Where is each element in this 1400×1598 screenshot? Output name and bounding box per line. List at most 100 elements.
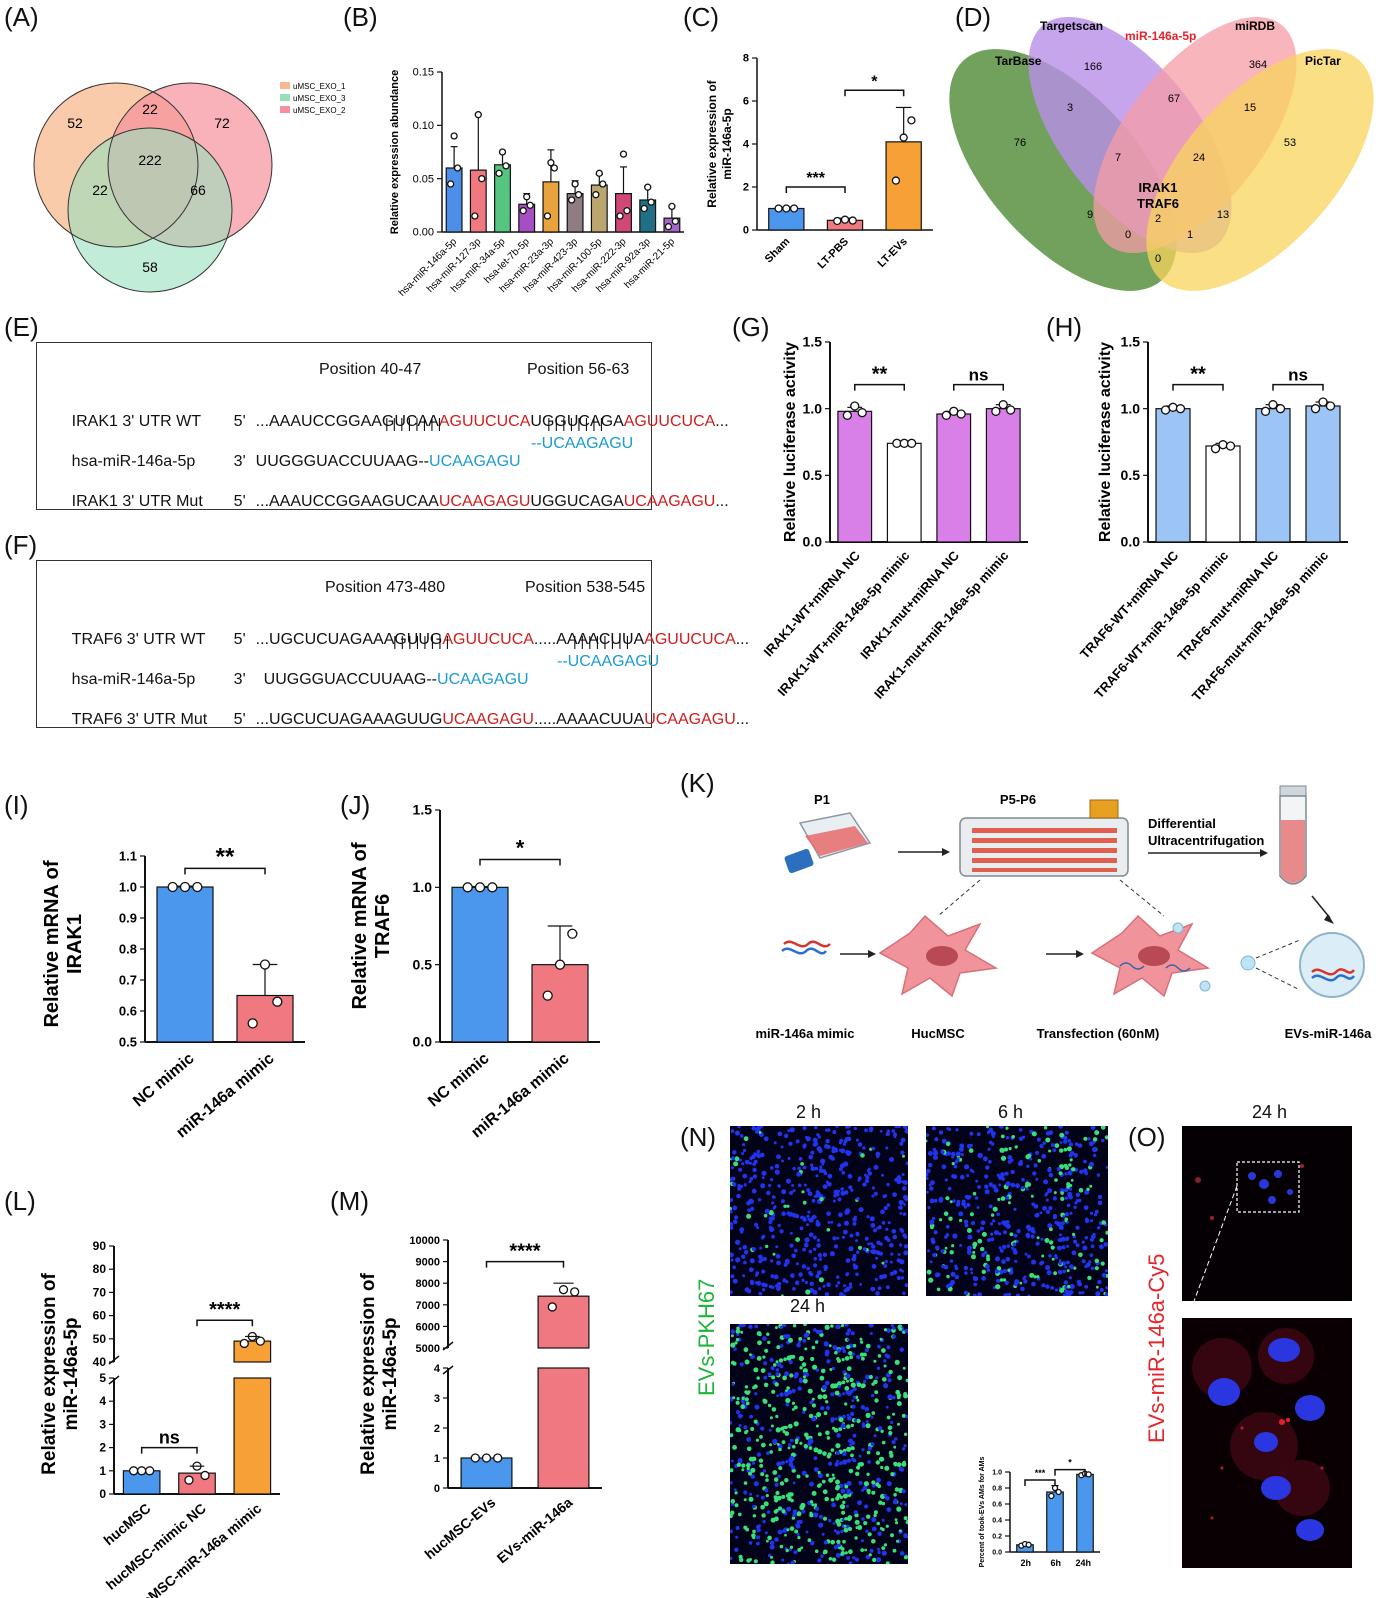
x-tick-label: miR-146a mimic — [468, 1050, 572, 1141]
sig-label: ns — [969, 366, 989, 385]
seq-site2: UCAAGAGU — [623, 493, 716, 510]
data-point — [1275, 404, 1286, 414]
seq-post: ... — [715, 493, 729, 510]
data-point — [907, 438, 917, 448]
panel-label: (A) — [4, 2, 39, 32]
seq-site1: UCAAGAGU — [429, 453, 521, 470]
venn4-numbers: 76 166 364 53 3 67 15 7 24 9 13 0 1 0 2 — [1014, 59, 1296, 265]
sig-bracket — [140, 1446, 198, 1454]
y-tick-label: 6000 — [416, 1321, 440, 1333]
y-tick-label: 3 — [434, 1393, 440, 1405]
center-gene-1: IRAK1 — [1138, 180, 1177, 195]
panel-n: (N) 2 h 6 h 24 h EVs-PKH67 — [680, 1100, 1130, 1570]
panel-k: (K) P1 P5-P6 Differential Ultracentrifug… — [680, 768, 1400, 1088]
seq-pre: ...UGCUCUAGAAAGUUG — [255, 711, 443, 728]
x-tick-label: TRAF6-mut+miRNA NC — [1174, 548, 1281, 665]
data-point — [247, 1331, 257, 1342]
seq-row-mirna: hsa-miR-146a-5p 3' UUGGGUACCUUAAG--UCAAGAG… — [45, 435, 521, 489]
ev-vesicle-icon — [1299, 932, 1365, 998]
cell-factory-icon — [959, 799, 1129, 877]
seq-site1: AGUUCUCA — [438, 413, 531, 430]
bar — [233, 1377, 272, 1495]
db-label-tarbase: TarBase — [995, 54, 1042, 68]
seq-name: TRAF6 3' UTR WT — [71, 631, 206, 648]
data-point — [200, 1470, 210, 1481]
y-tick-label: 3 — [99, 1417, 106, 1431]
panel-label: (O) — [1128, 1122, 1166, 1152]
seq-site1: UCAAGAGU — [437, 671, 529, 688]
bar — [1155, 408, 1191, 543]
y-tick-label: 1.1 — [119, 848, 137, 863]
centrifuge-tube-icon — [1279, 785, 1307, 885]
data-point — [272, 996, 283, 1007]
panel-label-h: (H) — [1046, 312, 1083, 342]
x-tick-label: TRAF6-mut+miR-146a-5p mimic — [1189, 548, 1331, 704]
time-label-24h: 24 h — [790, 1296, 826, 1316]
venn-r23: 66 — [190, 182, 206, 198]
seq-end: 3' — [233, 671, 246, 688]
x-tick-label: NC mimic — [425, 1050, 493, 1111]
y-tick-label: 2 — [434, 1423, 440, 1435]
sig-label: ns — [159, 1428, 180, 1448]
micrograph-24h — [730, 1324, 908, 1564]
bar — [460, 1457, 513, 1489]
stain-label: EVs-miR-146a-Cy5 — [1144, 1253, 1169, 1444]
venn4-count: 3 — [1067, 102, 1073, 114]
bar — [236, 994, 294, 1043]
data-point — [899, 438, 909, 448]
sig-bracket — [479, 858, 561, 866]
data-point — [1318, 397, 1328, 407]
y-tick-label: 0.0 — [413, 1034, 433, 1050]
bar — [531, 964, 589, 1043]
panel-f: (F) Position 473-480 Position 538-545 TR… — [0, 530, 749, 730]
axis-label: TRAF6 — [372, 894, 394, 958]
y-tick-label: 1.5 — [1121, 334, 1141, 350]
data-point — [259, 959, 271, 970]
venn4-count: 24 — [1193, 152, 1205, 164]
y-tick-label: 1.5 — [413, 802, 433, 818]
seq-end: 3' — [233, 453, 246, 470]
venn-diagram-3: 52 72 58 22 222 22 66 uMSC_EXO_1 uMSC_EX… — [33, 82, 346, 293]
pairing-bars: | | | | | | | | — [573, 633, 630, 649]
sig-bracket — [485, 1260, 565, 1268]
bar — [156, 886, 214, 1043]
legend-item: uMSC_EXO_2 — [293, 106, 346, 115]
x-tick-label: hucMSC-EVs — [421, 1494, 498, 1562]
data-point — [1268, 400, 1278, 410]
y-tick-label: 0.5 — [413, 956, 433, 972]
position-label: Position 56-63 — [527, 361, 630, 378]
seq-pre: ...AAAUCCGGAAGUCAA — [255, 493, 439, 510]
sig-label: **** — [509, 1241, 540, 1263]
panel-label: (N) — [680, 1122, 717, 1152]
time-label-2h: 2 h — [796, 1102, 822, 1122]
venn4-count: 2 — [1155, 213, 1161, 225]
y-tick-label: 5 — [99, 1371, 106, 1385]
caption-evs: EVs-miR-146a — [1285, 1026, 1372, 1041]
x-tick-label: hucMSC-miR-146a mimic — [126, 1500, 265, 1598]
venn-only3: 58 — [142, 259, 158, 275]
bar — [936, 413, 972, 543]
db-label-mirna: miR-146a-5p — [1125, 29, 1196, 43]
x-tick-label: IRAK1-mut+miR-146a-5p mimic — [871, 548, 1011, 702]
venn-only1: 52 — [67, 115, 83, 131]
x-tick-label: hucMSC — [100, 1500, 153, 1548]
data-point — [570, 1287, 580, 1297]
panel-label-m: (M) — [330, 1186, 369, 1216]
position-label: Position 538-545 — [525, 579, 646, 596]
caption-mimic: miR-146a mimic — [756, 1026, 855, 1041]
pairing-bars: | | | | | | | | — [393, 633, 450, 649]
seq-mid: UGGUCAGA — [530, 413, 624, 430]
seq-end: 5' — [233, 711, 246, 728]
y-tick-label: 1 — [99, 1464, 106, 1478]
y-tick-label: 9000 — [416, 1257, 440, 1269]
x-tick-label: TRAF6-WT+miR-146a-5p mimic — [1091, 548, 1231, 701]
db-label-pictar: PicTar — [1305, 54, 1341, 68]
mirna-mimic-icon — [781, 940, 831, 955]
seq-row-mut: IRAK1 3' UTR Mut 5' ...AAAUCCGGAAGUCAAUCAA… — [45, 475, 729, 529]
venn-only2: 72 — [214, 115, 230, 131]
hucmsc-cell-icon — [878, 914, 999, 998]
x-tick-label: miR-146a mimic — [173, 1050, 277, 1141]
pairing-bars: | | | | | | | | — [547, 415, 604, 431]
bar — [837, 410, 873, 543]
data-point — [949, 406, 959, 416]
